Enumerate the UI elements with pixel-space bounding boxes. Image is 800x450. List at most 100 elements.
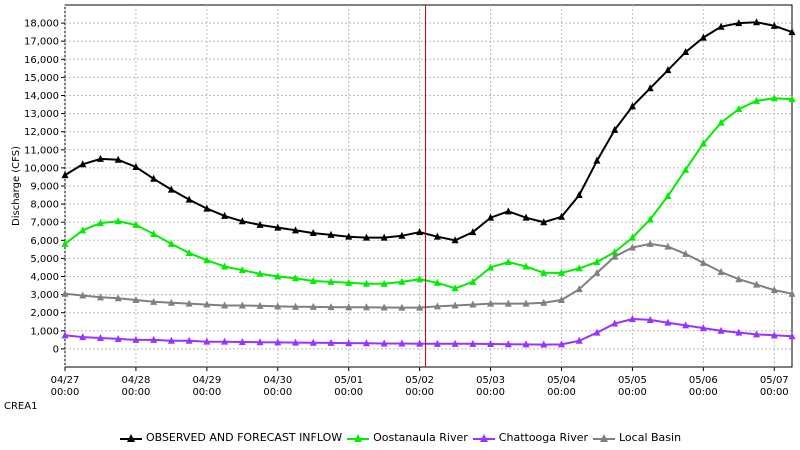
data-point xyxy=(770,21,778,29)
data-point xyxy=(646,315,654,323)
data-point xyxy=(788,95,796,103)
data-point xyxy=(504,340,512,348)
series-0 xyxy=(61,18,796,244)
data-point xyxy=(221,262,229,270)
data-point xyxy=(770,94,778,102)
data-point xyxy=(362,279,370,287)
y-tick-label: 16,000 xyxy=(24,55,59,66)
data-point xyxy=(362,233,370,241)
data-point xyxy=(540,268,548,276)
legend-swatch xyxy=(472,433,495,442)
data-point xyxy=(575,191,583,199)
data-point xyxy=(416,228,424,236)
data-point xyxy=(469,228,477,236)
data-point xyxy=(788,28,796,36)
y-tick-label: 10,000 xyxy=(24,163,59,174)
legend-label: OBSERVED AND FORECAST INFLOW xyxy=(145,431,343,444)
data-point xyxy=(114,217,122,225)
x-tick-date: 05/01 xyxy=(334,375,363,386)
data-point xyxy=(487,263,495,271)
data-point xyxy=(628,102,636,110)
data-point xyxy=(150,229,158,237)
series-layer xyxy=(61,18,796,348)
data-point xyxy=(522,262,530,270)
data-point xyxy=(203,300,211,308)
data-point xyxy=(309,277,317,285)
data-point xyxy=(416,275,424,283)
data-point xyxy=(292,226,300,234)
legend-item: Local Basin xyxy=(592,431,681,444)
x-tick-time: 00:00 xyxy=(122,387,151,398)
data-point xyxy=(522,340,530,348)
data-point xyxy=(611,252,619,260)
series-line xyxy=(64,21,793,242)
data-point xyxy=(167,298,175,306)
data-point xyxy=(132,296,140,304)
data-point xyxy=(575,336,583,344)
data-point xyxy=(717,326,725,334)
y-axis-title: Discharge (CFS) xyxy=(11,146,22,226)
data-point xyxy=(203,337,211,345)
legend-label: Chattooga River xyxy=(498,431,588,444)
y-tick-label: 5,000 xyxy=(30,254,59,265)
data-point xyxy=(628,243,636,251)
data-point xyxy=(433,302,441,310)
x-tick-time: 00:00 xyxy=(689,387,718,398)
data-point xyxy=(309,229,317,237)
data-point xyxy=(61,171,69,179)
y-tick-label: 14,000 xyxy=(24,91,59,102)
x-tick-date: 05/02 xyxy=(405,375,434,386)
data-point xyxy=(504,299,512,307)
legend-item: Oostanaula River xyxy=(346,431,468,444)
data-point xyxy=(79,333,87,341)
data-point xyxy=(221,211,229,219)
data-point xyxy=(203,204,211,212)
x-tick-time: 00:00 xyxy=(476,387,505,398)
data-point xyxy=(256,269,264,277)
y-tick-label: 17,000 xyxy=(24,37,59,48)
data-point xyxy=(717,267,725,275)
data-point xyxy=(345,232,353,240)
data-point xyxy=(788,289,796,297)
data-point xyxy=(451,301,459,309)
data-point xyxy=(433,232,441,240)
y-tick-label: 13,000 xyxy=(24,109,59,120)
data-point xyxy=(185,195,193,203)
data-point xyxy=(292,338,300,346)
y-axis-ticks: 0 1,000 2,000 3,000 4,000 5,000 6,000 7,000 8,00… xyxy=(24,19,65,355)
data-point xyxy=(238,217,246,225)
x-tick-time: 00:00 xyxy=(263,387,292,398)
x-tick-date: 05/06 xyxy=(689,375,718,386)
data-point xyxy=(469,277,477,285)
x-tick-date: 05/07 xyxy=(760,375,789,386)
data-point xyxy=(735,275,743,283)
data-point xyxy=(433,339,441,347)
data-point xyxy=(682,48,690,56)
data-point xyxy=(451,339,459,347)
data-point xyxy=(628,233,636,241)
data-point xyxy=(114,155,122,163)
data-point xyxy=(753,18,761,26)
data-point xyxy=(770,286,778,294)
series-2 xyxy=(61,315,796,348)
data-point xyxy=(593,156,601,164)
data-point xyxy=(274,302,282,310)
data-point xyxy=(380,233,388,241)
data-point xyxy=(362,303,370,311)
y-tick-label: 18,000 xyxy=(24,19,59,30)
data-point xyxy=(469,300,477,308)
data-point xyxy=(487,340,495,348)
y-tick-label: 12,000 xyxy=(24,127,59,138)
data-point xyxy=(540,298,548,306)
data-point xyxy=(61,239,69,247)
data-point xyxy=(167,239,175,247)
y-tick-label: 2,000 xyxy=(30,308,59,319)
data-point xyxy=(256,338,264,346)
data-point xyxy=(593,268,601,276)
data-point xyxy=(185,299,193,307)
x-tick-date: 05/03 xyxy=(476,375,505,386)
data-point xyxy=(416,303,424,311)
data-point xyxy=(256,220,264,228)
data-point xyxy=(646,84,654,92)
